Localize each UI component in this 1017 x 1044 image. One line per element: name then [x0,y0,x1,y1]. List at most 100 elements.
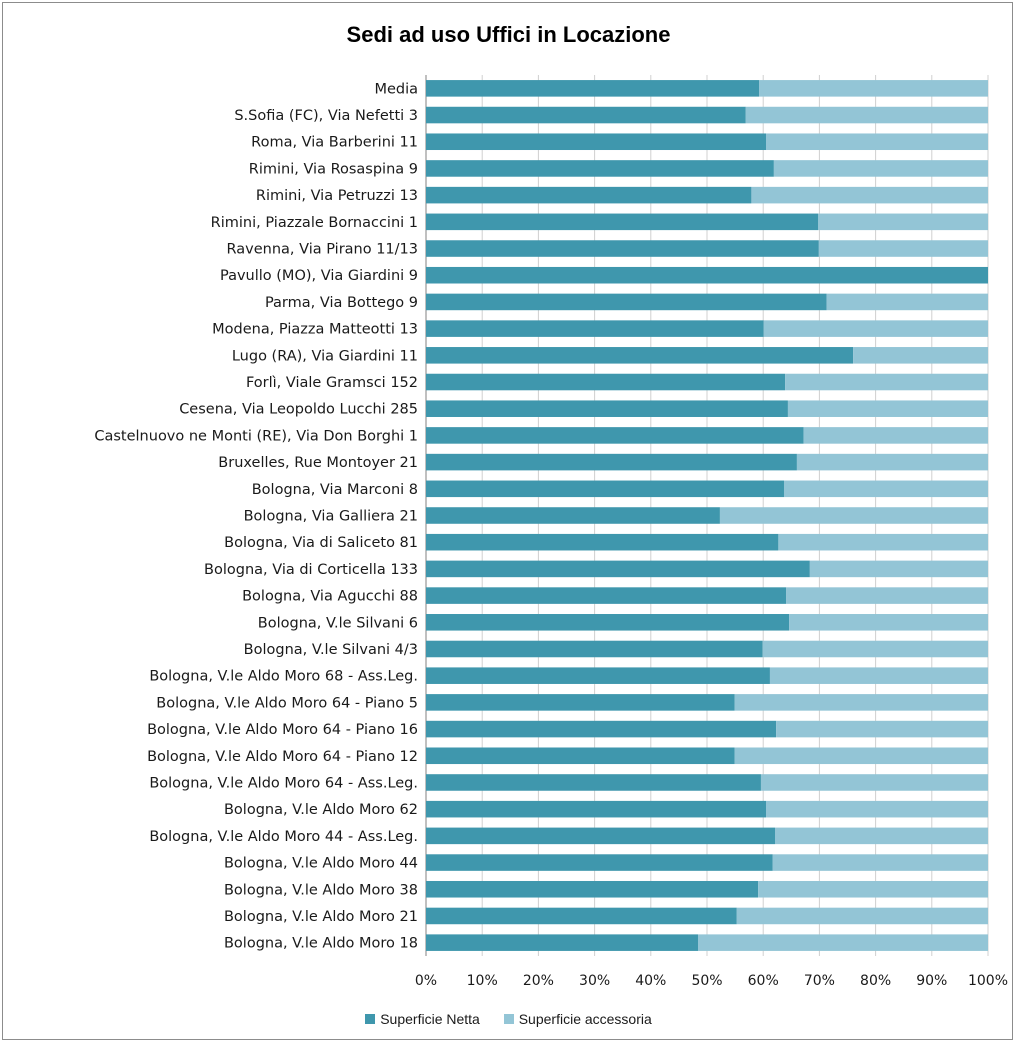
category-label: Bologna, V.le Aldo Moro 64 - Ass.Leg. [149,775,418,791]
bar-superficie-netta [426,293,827,311]
category-label: Bologna, V.le Aldo Moro 64 - Piano 16 [147,722,418,738]
x-tick-label: 100% [968,973,1008,989]
bar-superficie-netta [426,400,788,417]
bar-superficie-accessoria [763,320,988,337]
bar-superficie-netta [426,240,819,257]
category-label: Ravenna, Via Pirano 11/13 [226,242,418,258]
bar-superficie-netta [426,453,797,471]
chart-title: Sedi ad uso Uffici in Locazione [346,22,671,47]
bar-superficie-netta [426,480,784,498]
bars [426,80,988,951]
bar-superficie-netta [426,747,735,765]
bar-superficie-accessoria [789,614,988,631]
bar-superficie-accessoria [803,427,988,444]
bar-superficie-netta [426,213,819,231]
bar-superficie-accessoria [826,293,988,311]
bar-superficie-accessoria [775,827,988,845]
category-label: Bologna, V.le Aldo Moro 68 - Ass.Leg. [149,669,418,685]
bar-superficie-netta [426,507,720,524]
category-label: Castelnuovo ne Monti (RE), Via Don Borgh… [94,428,418,444]
category-label: Bologna, Via di Saliceto 81 [224,535,418,551]
bar-superficie-netta [426,720,777,738]
bar-superficie-netta [426,160,774,177]
category-label: Bologna, V.le Aldo Moro 62 [224,802,418,818]
legend-swatch-accessoria [503,1014,514,1024]
category-label: Bologna, V.le Aldo Moro 18 [224,936,418,952]
category-label: Bologna, V.le Aldo Moro 38 [224,882,418,898]
bar-superficie-accessoria [785,373,988,391]
bar-superficie-accessoria [783,480,988,498]
category-label: Parma, Via Bottego 9 [265,295,418,311]
bar-superficie-accessoria [734,694,988,711]
category-label: Roma, Via Barberini 11 [251,135,418,151]
bar-superficie-accessoria [776,720,988,738]
bar-superficie-accessoria [772,854,988,871]
legend-label-netta: Superficie Netta [380,1011,480,1027]
bar-superficie-netta [426,907,737,925]
category-labels: Media S.Sofia (FC), Via Nefetti 3 Roma, Vi… [94,81,418,951]
category-label: Bologna, Via di Corticella 133 [204,562,418,578]
bar-superficie-accessoria [734,747,988,765]
bar-superficie-netta [426,774,761,791]
bar-superficie-netta [426,347,854,364]
bar-superficie-netta [426,106,746,124]
bar-superficie-netta [426,427,804,444]
bar-superficie-netta [426,560,810,578]
bar-superficie-netta [426,854,773,871]
x-tick-label: 50% [691,973,722,989]
category-label: Lugo (RA), Via Giardini 11 [232,348,418,364]
category-label: Bologna, V.le Silvani 4/3 [244,642,418,658]
bar-superficie-netta [426,934,699,951]
category-label: Bologna, Via Agucchi 88 [242,589,418,605]
category-label: Bologna, V.le Silvani 6 [258,615,418,631]
bar-superficie-netta [426,694,735,711]
bar-superficie-netta [426,533,779,551]
bar-superficie-accessoria [769,667,988,684]
bar-superficie-accessoria [736,907,988,925]
bar-superficie-netta [426,186,752,204]
category-label: Modena, Piazza Matteotti 13 [212,322,418,338]
bar-superficie-netta [426,80,760,97]
category-label: Rimini, Piazzale Bornaccini 1 [211,215,418,231]
bar-superficie-accessoria [796,453,988,471]
category-label: Bologna, V.le Aldo Moro 64 - Piano 12 [147,749,418,765]
bar-superficie-accessoria [853,347,988,364]
category-label: Rimini, Via Rosaspina 9 [249,161,418,177]
bar-superficie-accessoria [773,160,988,177]
category-label: Bologna, Via Marconi 8 [252,482,418,498]
bar-superficie-netta [426,320,764,337]
bar-superficie-netta [426,827,776,845]
bar-superficie-netta [426,640,763,658]
bar-superficie-accessoria [698,934,988,951]
x-tick-label: 40% [635,973,666,989]
bar-superficie-accessoria [766,800,988,818]
bar-superficie-accessoria [818,213,988,231]
category-label: Rimini, Via Petruzzi 13 [256,188,418,204]
bar-superficie-accessoria [787,400,988,417]
bar-superficie-accessoria [751,186,988,204]
bar-superficie-netta [426,880,759,898]
bar-superficie-accessoria [760,774,988,791]
x-tick-label: 60% [748,973,779,989]
bar-superficie-netta [426,133,767,151]
x-tick-label: 0% [415,973,437,989]
legend-swatch-netta [365,1014,376,1024]
bar-superficie-netta [426,373,786,391]
bar-superficie-accessoria [766,133,988,151]
bar-superficie-accessoria [762,640,988,658]
bar-superficie-netta [426,667,770,684]
x-tick-label: 90% [916,973,947,989]
category-label: Bologna, V.le Aldo Moro 21 [224,909,418,925]
legend-item-netta: Superficie Netta [365,1011,480,1027]
bar-superficie-accessoria [758,880,988,898]
bar-superficie-accessoria [778,533,988,551]
category-label: Forlì, Viale Gramsci 152 [246,375,418,391]
category-label: Bologna, V.le Aldo Moro 44 - Ass.Leg. [149,829,418,845]
category-label: S.Sofia (FC), Via Nefetti 3 [234,108,418,124]
category-label: Bologna, Via Galliera 21 [244,509,418,525]
legend-item-accessoria: Superficie accessoria [503,1011,652,1027]
bar-superficie-accessoria [809,560,988,578]
bar-superficie-accessoria [818,240,988,257]
x-tick-label: 30% [579,973,610,989]
category-label: Media [374,81,418,97]
